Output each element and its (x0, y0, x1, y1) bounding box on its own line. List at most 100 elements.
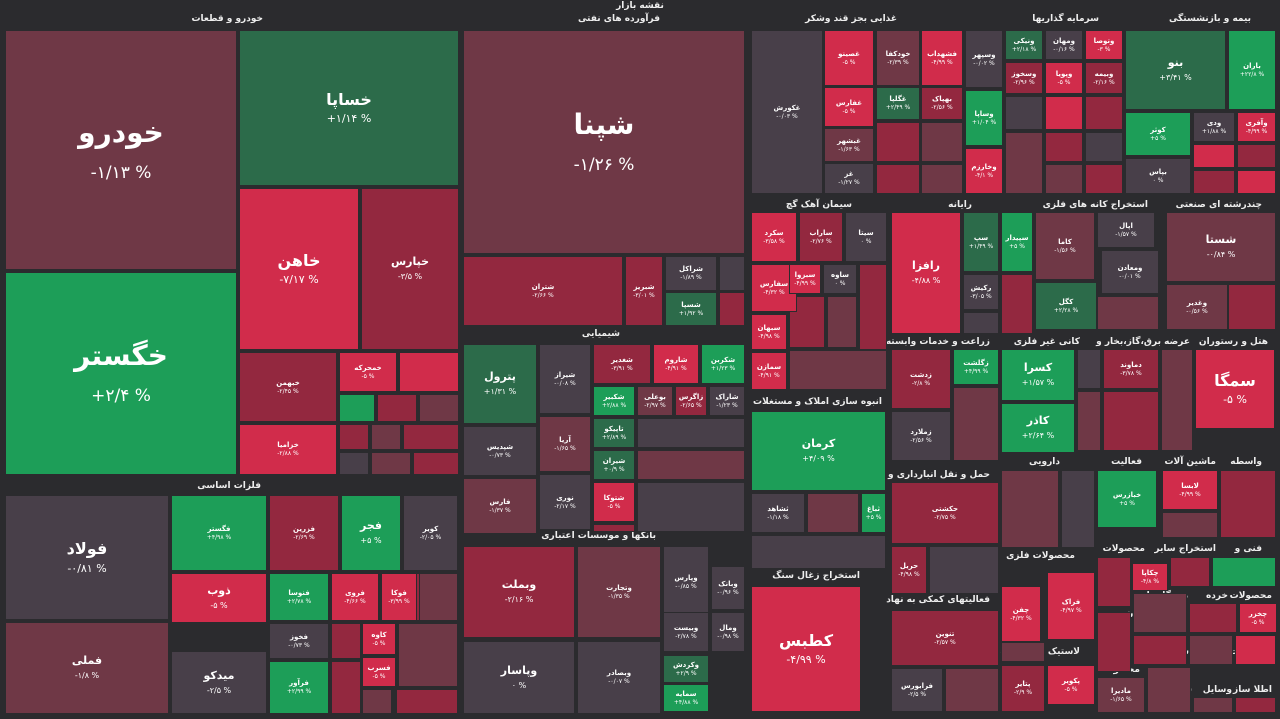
stock-tile[interactable]: کوثر +۵ % (1125, 112, 1191, 156)
stock-tile-unlabeled[interactable] (751, 535, 886, 569)
stock-tile[interactable]: ثباغ +۵ % (861, 493, 886, 533)
stock-tile-unlabeled[interactable] (339, 452, 369, 475)
stock-tile-unlabeled[interactable] (1085, 164, 1123, 194)
stock-tile[interactable]: فخوز -۰/۷۳ % (269, 623, 329, 659)
stock-tile-unlabeled[interactable] (1161, 349, 1193, 451)
stock-tile[interactable]: وپویا -۵ % (1045, 62, 1083, 94)
stock-tile-unlabeled[interactable] (419, 573, 458, 621)
stock-tile[interactable]: کطبس -۴/۹۹ % (751, 586, 861, 712)
stock-tile[interactable]: کاما -۱/۵۶ % (1035, 212, 1095, 280)
stock-tile[interactable]: مادیرا -۱/۶۵ % (1097, 677, 1145, 713)
stock-tile[interactable]: حریل -۴/۹۸ % (891, 546, 927, 594)
stock-tile[interactable]: وکردش +۲/۹ % (663, 655, 709, 683)
stock-tile-unlabeled[interactable] (876, 164, 920, 194)
stock-tile[interactable]: سمایه +۴/۸۸ % (663, 684, 709, 712)
stock-tile-unlabeled[interactable] (637, 450, 745, 480)
stock-tile-unlabeled[interactable] (876, 122, 920, 162)
stock-tile-unlabeled[interactable] (1001, 470, 1059, 548)
stock-tile-unlabeled[interactable] (807, 493, 859, 533)
stock-tile[interactable]: زملارد -۲/۵۶ % (891, 411, 951, 461)
stock-tile[interactable]: ودی +۱/۸۸ % (1193, 112, 1235, 142)
stock-tile-unlabeled[interactable] (1133, 593, 1187, 633)
stock-tile[interactable]: فراک -۴/۹۷ % (1047, 572, 1095, 640)
stock-tile-unlabeled[interactable] (1097, 296, 1159, 330)
stock-tile-unlabeled[interactable] (1061, 470, 1095, 548)
stock-tile[interactable]: فرآور +۲/۹۹ % (269, 661, 329, 714)
stock-tile-unlabeled[interactable] (371, 452, 411, 475)
stock-tile-unlabeled[interactable] (1228, 284, 1276, 330)
stock-tile[interactable]: فرابورس -۲/۵ % (891, 668, 943, 712)
stock-tile[interactable]: وبیمه -۲/۱۶ % (1085, 62, 1123, 94)
stock-tile[interactable]: شیراز -۰/۰۸ % (539, 344, 591, 414)
stock-tile-unlabeled[interactable] (1103, 391, 1159, 451)
stock-tile-unlabeled[interactable] (1147, 667, 1191, 713)
stock-tile[interactable]: فوکا -۳/۹۹ % (381, 573, 417, 621)
stock-tile-unlabeled[interactable] (419, 394, 459, 422)
stock-tile-unlabeled[interactable] (1005, 132, 1043, 194)
stock-tile[interactable]: وتوصا -۳ % (1085, 30, 1123, 60)
stock-tile[interactable]: فولاد -۰/۸۱ % (5, 495, 169, 620)
stock-tile-unlabeled[interactable] (399, 352, 459, 392)
stock-tile[interactable]: شپدیس -۰/۷۳ % (463, 426, 537, 476)
stock-tile[interactable]: بنو +۳/۴۱ % (1125, 30, 1226, 110)
stock-tile[interactable]: سبهان -۴/۹۸ % (751, 314, 787, 350)
stock-tile[interactable]: ذوب -۵ % (171, 573, 267, 623)
stock-tile-unlabeled[interactable] (396, 689, 458, 714)
stock-tile[interactable]: شکبیر +۲/۸۸ % (593, 386, 635, 416)
stock-tile[interactable]: اپال -۱/۵۷ % (1097, 212, 1155, 248)
stock-tile[interactable]: وآفری -۴/۹۹ % (1237, 112, 1276, 142)
stock-tile-unlabeled[interactable] (637, 482, 745, 532)
stock-tile-unlabeled[interactable] (1133, 635, 1187, 665)
stock-tile-unlabeled[interactable] (377, 394, 417, 422)
stock-tile[interactable]: فزرین -۲/۶۹ % (269, 495, 339, 571)
stock-tile[interactable]: شیران +۰/۹ % (593, 450, 635, 480)
stock-tile[interactable]: ونیکی +۲/۱۸ % (1005, 30, 1043, 60)
stock-tile-unlabeled[interactable] (921, 164, 963, 194)
stock-tile[interactable]: وسخوز -۲/۹۶ % (1005, 62, 1043, 94)
stock-tile[interactable]: کویر -۲/۰۵ % (403, 495, 458, 571)
stock-tile[interactable]: غگلپا +۲/۴۹ % (876, 87, 920, 120)
stock-tile[interactable]: میدکو -۲/۵ % (171, 651, 267, 714)
stock-tile[interactable]: فارس -۱/۳۷ % (463, 478, 537, 534)
stock-tile-unlabeled[interactable] (1045, 164, 1083, 194)
stock-tile[interactable]: خبازرس +۵ % (1097, 470, 1157, 528)
stock-tile[interactable]: چفن -۴/۳۲ % (1001, 586, 1041, 642)
stock-tile-unlabeled[interactable] (413, 452, 459, 475)
stock-tile-unlabeled[interactable] (1237, 144, 1276, 168)
stock-tile[interactable]: وپارس -۰/۸۵ % (663, 546, 709, 618)
stock-tile-unlabeled[interactable] (362, 689, 392, 714)
stock-tile[interactable]: خپارس -۳/۵ % (361, 188, 459, 350)
stock-tile[interactable]: خبهمن -۲/۴۵ % (239, 352, 337, 422)
stock-tile[interactable]: شتوکا -۵ % (593, 482, 635, 522)
stock-tile[interactable]: شتران -۲/۶۶ % (463, 256, 623, 326)
stock-tile[interactable]: وبیست -۲/۷۸ % (663, 612, 709, 652)
stock-tile-unlabeled[interactable] (331, 623, 361, 659)
stock-tile[interactable]: سپ +۱/۴۹ % (963, 212, 999, 272)
stock-tile[interactable]: وخارزم -۴/۱ % (965, 148, 1003, 194)
stock-tile[interactable]: خاهن -۷/۱۷ % (239, 188, 359, 350)
stock-tile[interactable]: غز -۱/۲۷ % (824, 163, 874, 194)
stock-tile-unlabeled[interactable] (1193, 170, 1235, 194)
stock-tile[interactable]: خودکفا -۲/۳۹ % (876, 30, 920, 86)
stock-tile[interactable]: وغدیر -۰/۵۶ % (1166, 284, 1228, 330)
stock-tile-unlabeled[interactable] (1085, 132, 1123, 162)
stock-tile[interactable]: سپیدار +۵ % (1001, 212, 1033, 272)
stock-tile-unlabeled[interactable] (1077, 391, 1101, 451)
stock-tile[interactable]: خگستر +۲/۴ % (5, 272, 237, 475)
stock-tile[interactable]: غفارس -۵ % (824, 87, 874, 127)
stock-tile-unlabeled[interactable] (1097, 557, 1131, 607)
stock-tile-unlabeled[interactable] (1189, 635, 1233, 665)
stock-tile[interactable]: فسرب -۵ % (362, 657, 396, 687)
stock-tile[interactable]: چخزر -۵ % (1239, 603, 1277, 633)
stock-tile[interactable]: تاپیکو +۲/۸۹ % (593, 418, 635, 448)
stock-tile-unlabeled[interactable] (593, 524, 635, 532)
stock-tile-unlabeled[interactable] (1005, 96, 1043, 130)
stock-tile-unlabeled[interactable] (403, 424, 459, 450)
stock-tile[interactable]: شسپا +۱/۹۲ % (665, 292, 717, 326)
stock-tile[interactable]: فشهداب -۴/۹۹ % (921, 30, 963, 86)
stock-tile-unlabeled[interactable] (929, 546, 999, 594)
stock-tile-unlabeled[interactable] (963, 312, 999, 334)
stock-tile[interactable]: سکرد -۳/۵۸ % (751, 212, 797, 262)
stock-tile[interactable]: فروی -۴/۶۶ % (331, 573, 379, 621)
stock-tile[interactable]: وپاسار ۰ % (463, 641, 575, 714)
